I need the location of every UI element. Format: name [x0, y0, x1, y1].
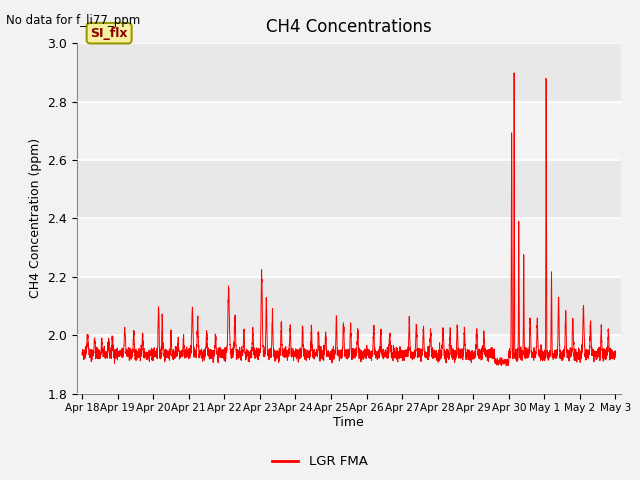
Bar [77, 335, 621, 394]
Bar [77, 102, 621, 160]
Text: No data for f_li77_ppm: No data for f_li77_ppm [6, 14, 141, 27]
Legend: LGR FMA: LGR FMA [267, 450, 373, 473]
Y-axis label: CH4 Concentration (ppm): CH4 Concentration (ppm) [29, 138, 42, 299]
X-axis label: Time: Time [333, 416, 364, 429]
Text: SI_flx: SI_flx [90, 27, 128, 40]
Title: CH4 Concentrations: CH4 Concentrations [266, 18, 431, 36]
Bar [77, 218, 621, 277]
